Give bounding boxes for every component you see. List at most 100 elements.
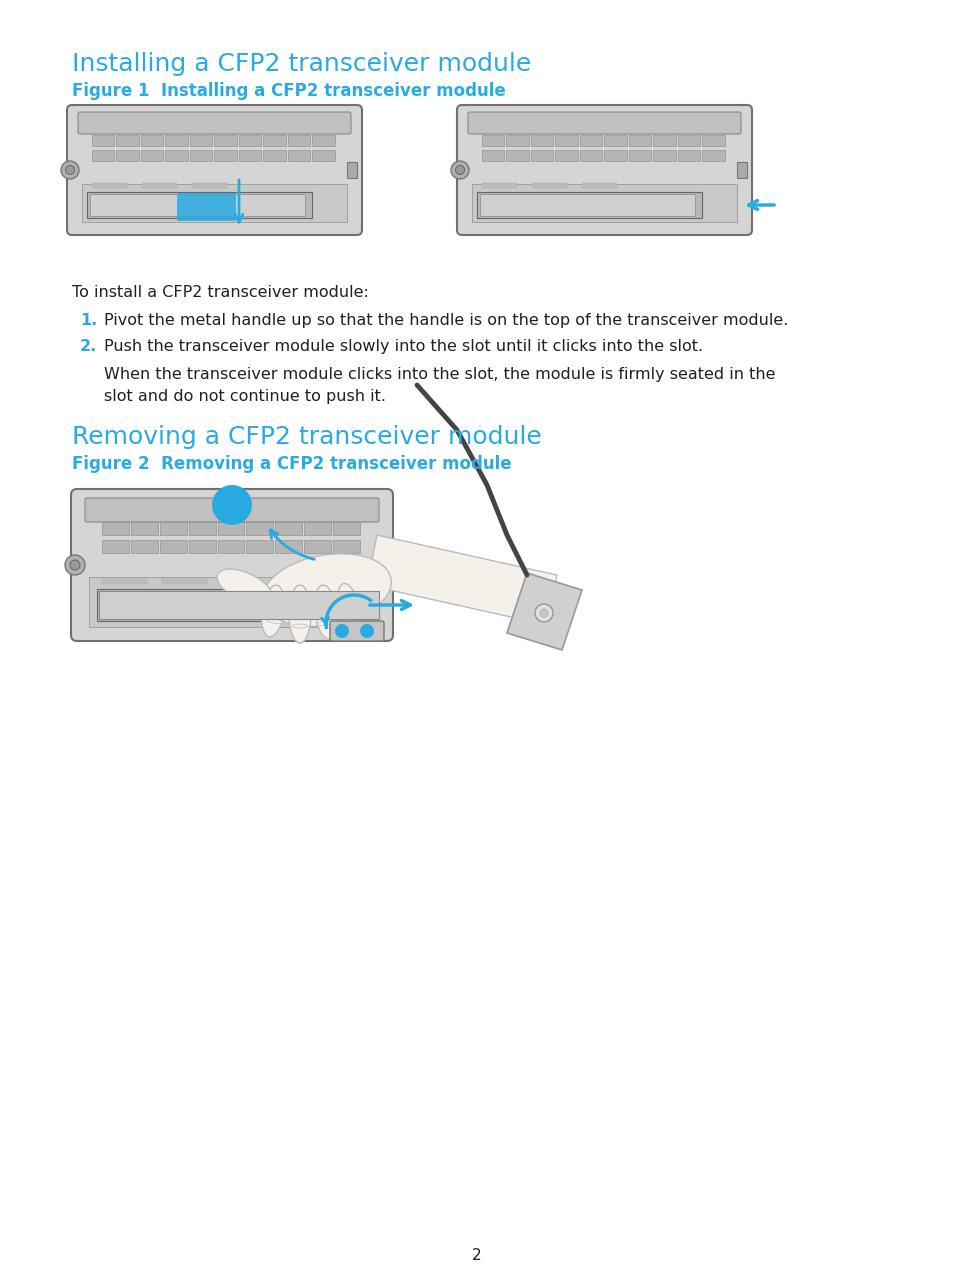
Bar bbox=[481, 135, 504, 146]
Ellipse shape bbox=[217, 569, 273, 605]
Text: Push the transceiver module slowly into the slot until it clicks into the slot.: Push the transceiver module slowly into … bbox=[104, 339, 702, 355]
Text: Figure 1  Installing a CFP2 transceiver module: Figure 1 Installing a CFP2 transceiver m… bbox=[71, 83, 505, 100]
Circle shape bbox=[539, 609, 547, 616]
Bar bbox=[304, 540, 331, 553]
Text: 2: 2 bbox=[472, 1248, 481, 1263]
Bar bbox=[159, 522, 187, 535]
Circle shape bbox=[451, 161, 469, 179]
Bar bbox=[313, 135, 335, 146]
Circle shape bbox=[70, 561, 80, 569]
Bar bbox=[190, 135, 213, 146]
Circle shape bbox=[61, 161, 79, 179]
Bar bbox=[99, 591, 378, 619]
Bar bbox=[531, 150, 553, 161]
Bar bbox=[239, 150, 261, 161]
Bar bbox=[239, 135, 261, 146]
FancyArrowPatch shape bbox=[234, 179, 243, 222]
Bar bbox=[246, 522, 274, 535]
Ellipse shape bbox=[316, 622, 332, 625]
Bar bbox=[628, 135, 651, 146]
Bar bbox=[579, 150, 602, 161]
Bar bbox=[263, 135, 286, 146]
Bar bbox=[116, 150, 139, 161]
Bar bbox=[653, 135, 676, 146]
Bar bbox=[347, 161, 356, 178]
Bar bbox=[214, 150, 236, 161]
Bar bbox=[288, 150, 310, 161]
Bar bbox=[472, 184, 737, 222]
Circle shape bbox=[335, 624, 349, 638]
Bar bbox=[737, 161, 746, 178]
Bar bbox=[531, 135, 553, 146]
Bar bbox=[131, 540, 157, 553]
FancyArrowPatch shape bbox=[370, 601, 410, 609]
Ellipse shape bbox=[262, 554, 391, 627]
Text: Removing a CFP2 transceiver module: Removing a CFP2 transceiver module bbox=[71, 425, 541, 449]
Polygon shape bbox=[506, 573, 581, 649]
Bar bbox=[102, 540, 129, 553]
Bar bbox=[532, 183, 566, 188]
Circle shape bbox=[535, 604, 553, 622]
Bar bbox=[91, 183, 127, 188]
Bar bbox=[275, 540, 302, 553]
Bar bbox=[333, 522, 359, 535]
Bar bbox=[159, 540, 187, 553]
Bar bbox=[481, 150, 504, 161]
Text: When the transceiver module clicks into the slot, the module is firmly seated in: When the transceiver module clicks into … bbox=[104, 367, 775, 383]
Bar bbox=[313, 150, 335, 161]
Circle shape bbox=[65, 555, 85, 574]
Text: Figure 2  Removing a CFP2 transceiver module: Figure 2 Removing a CFP2 transceiver mod… bbox=[71, 455, 511, 473]
Bar bbox=[165, 150, 188, 161]
Polygon shape bbox=[367, 535, 557, 625]
Bar bbox=[189, 522, 215, 535]
Bar bbox=[263, 150, 286, 161]
Bar bbox=[701, 135, 724, 146]
FancyArrowPatch shape bbox=[270, 530, 314, 559]
Bar bbox=[678, 135, 700, 146]
Bar bbox=[131, 522, 157, 535]
Bar bbox=[192, 183, 227, 188]
Bar bbox=[141, 135, 163, 146]
Bar bbox=[555, 135, 578, 146]
Bar bbox=[97, 588, 352, 622]
Circle shape bbox=[212, 486, 252, 525]
FancyBboxPatch shape bbox=[456, 105, 751, 235]
Bar bbox=[506, 150, 529, 161]
Ellipse shape bbox=[267, 619, 282, 624]
Bar bbox=[481, 183, 517, 188]
Bar bbox=[91, 135, 114, 146]
Bar bbox=[333, 540, 359, 553]
Text: 2.: 2. bbox=[80, 339, 97, 355]
Bar bbox=[102, 580, 147, 583]
FancyBboxPatch shape bbox=[85, 498, 378, 522]
FancyBboxPatch shape bbox=[468, 112, 740, 133]
FancyBboxPatch shape bbox=[330, 622, 384, 641]
Text: Installing a CFP2 transceiver module: Installing a CFP2 transceiver module bbox=[71, 52, 531, 76]
Bar bbox=[701, 150, 724, 161]
Ellipse shape bbox=[339, 614, 353, 619]
Text: Pivot the metal handle up so that the handle is on the top of the transceiver mo: Pivot the metal handle up so that the ha… bbox=[104, 313, 787, 328]
Bar bbox=[141, 150, 163, 161]
Ellipse shape bbox=[337, 583, 360, 630]
Bar bbox=[246, 540, 274, 553]
Bar bbox=[678, 150, 700, 161]
Bar bbox=[476, 192, 701, 219]
Bar bbox=[214, 135, 236, 146]
Circle shape bbox=[359, 624, 374, 638]
Bar bbox=[217, 522, 244, 535]
Bar bbox=[87, 192, 312, 219]
Bar bbox=[90, 194, 305, 216]
Text: To install a CFP2 transceiver module:: To install a CFP2 transceiver module: bbox=[71, 285, 369, 300]
FancyBboxPatch shape bbox=[71, 489, 393, 641]
Bar bbox=[142, 183, 177, 188]
Ellipse shape bbox=[292, 624, 308, 628]
Bar bbox=[165, 135, 188, 146]
Bar bbox=[604, 150, 626, 161]
Bar bbox=[102, 522, 129, 535]
Circle shape bbox=[66, 165, 74, 174]
Bar bbox=[506, 135, 529, 146]
Text: slot and do not continue to push it.: slot and do not continue to push it. bbox=[104, 389, 386, 404]
Text: 1.: 1. bbox=[80, 313, 97, 328]
Ellipse shape bbox=[261, 585, 284, 637]
Bar bbox=[304, 522, 331, 535]
